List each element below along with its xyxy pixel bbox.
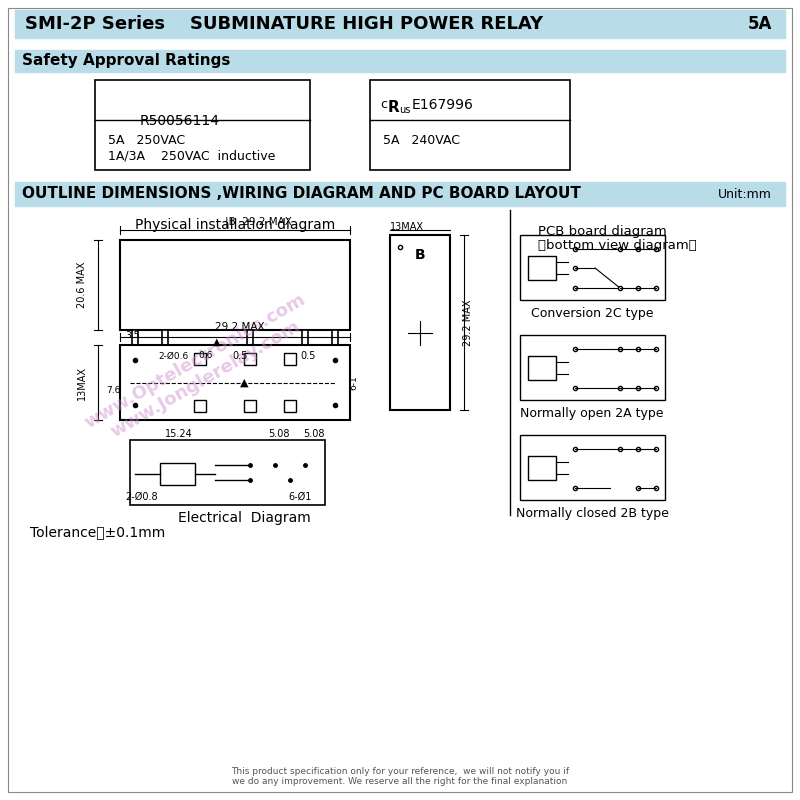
Text: 29.2 MAX: 29.2 MAX	[463, 299, 473, 346]
Bar	[194, 353, 206, 365]
Bar	[247, 330, 253, 352]
Bar	[284, 353, 296, 365]
Text: Electrical  Diagram: Electrical Diagram	[178, 511, 310, 525]
Text: Normally closed 2B type: Normally closed 2B type	[515, 506, 669, 519]
Bar	[520, 235, 665, 300]
Text: ▲: ▲	[240, 378, 249, 387]
Text: Conversion 2C type: Conversion 2C type	[530, 306, 654, 319]
Text: 2-Ø0.6: 2-Ø0.6	[158, 351, 188, 361]
Bar	[520, 435, 665, 500]
Bar	[302, 330, 308, 352]
Text: www.Optelectronics.com
www.Jonglerelay.com: www.Optelectronics.com www.Jonglerelay.c…	[81, 290, 319, 450]
Text: SMI-2P Series: SMI-2P Series	[25, 15, 165, 33]
Text: 1A/3A    250VAC  inductive: 1A/3A 250VAC inductive	[108, 150, 275, 162]
Bar	[132, 330, 138, 352]
Text: Tolerance：±0.1mm: Tolerance：±0.1mm	[30, 525, 166, 539]
Text: Safety Approval Ratings: Safety Approval Ratings	[22, 54, 230, 69]
Bar	[370, 80, 570, 170]
Bar	[162, 330, 168, 352]
Text: Normally open 2A type: Normally open 2A type	[520, 406, 664, 419]
Text: 0.5: 0.5	[300, 351, 315, 361]
Text: 29.2 MAX: 29.2 MAX	[215, 322, 265, 332]
Bar	[528, 456, 556, 480]
Bar	[244, 353, 256, 365]
Bar	[120, 345, 350, 420]
Text: c: c	[380, 98, 387, 111]
Bar	[130, 440, 325, 505]
Text: 5A   240VAC: 5A 240VAC	[383, 134, 460, 146]
Bar	[15, 182, 785, 206]
Bar	[160, 463, 195, 485]
Bar	[528, 356, 556, 380]
Bar	[520, 335, 665, 400]
Text: SUBMINATURE HIGH POWER RELAY: SUBMINATURE HIGH POWER RELAY	[190, 15, 543, 33]
Bar	[15, 50, 785, 72]
Text: E167996: E167996	[412, 98, 474, 112]
Bar	[120, 240, 350, 330]
Text: This product specification only for your reference,  we will not notify you if
w: This product specification only for your…	[231, 766, 569, 786]
Text: 5.08: 5.08	[268, 429, 290, 439]
Bar	[284, 400, 296, 412]
Text: 0.6: 0.6	[198, 351, 212, 361]
Bar	[95, 80, 310, 170]
Text: us: us	[399, 105, 410, 115]
Text: 15.24: 15.24	[165, 429, 193, 439]
Bar	[244, 400, 256, 412]
Text: 20.6 MAX: 20.6 MAX	[77, 262, 87, 308]
Text: 5A: 5A	[748, 15, 772, 33]
Bar	[390, 235, 450, 410]
Text: R50056114: R50056114	[140, 114, 220, 128]
Text: 6-Ø1: 6-Ø1	[288, 492, 311, 502]
Text: 13MAX: 13MAX	[77, 366, 87, 399]
Text: 5A   250VAC: 5A 250VAC	[108, 134, 185, 146]
Bar	[332, 330, 338, 352]
Text: R: R	[388, 101, 400, 115]
Text: B: B	[414, 248, 426, 262]
Bar	[15, 10, 785, 38]
Text: （bottom view diagram）: （bottom view diagram）	[538, 238, 697, 251]
Text: 13MAX: 13MAX	[390, 222, 424, 232]
Bar	[528, 256, 556, 280]
Text: 3.5: 3.5	[125, 330, 139, 339]
Text: 6-1: 6-1	[350, 375, 358, 390]
Circle shape	[408, 321, 432, 345]
Text: Unit:mm: Unit:mm	[718, 187, 772, 201]
Text: OUTLINE DIMENSIONS ,WIRING DIAGRAM AND PC BOARD LAYOUT: OUTLINE DIMENSIONS ,WIRING DIAGRAM AND P…	[22, 186, 581, 202]
Text: 2-Ø0.8: 2-Ø0.8	[125, 492, 158, 502]
Bar	[194, 400, 206, 412]
Text: 7.6: 7.6	[106, 386, 120, 395]
Text: PCB board diagram: PCB board diagram	[538, 226, 666, 238]
Text: 5.08: 5.08	[303, 429, 325, 439]
Text: |B  29.2 MAX: |B 29.2 MAX	[225, 217, 292, 227]
Text: Physical installation diagram: Physical installation diagram	[135, 218, 335, 232]
Text: ▲: ▲	[213, 337, 221, 347]
Text: 0.5: 0.5	[232, 351, 247, 361]
